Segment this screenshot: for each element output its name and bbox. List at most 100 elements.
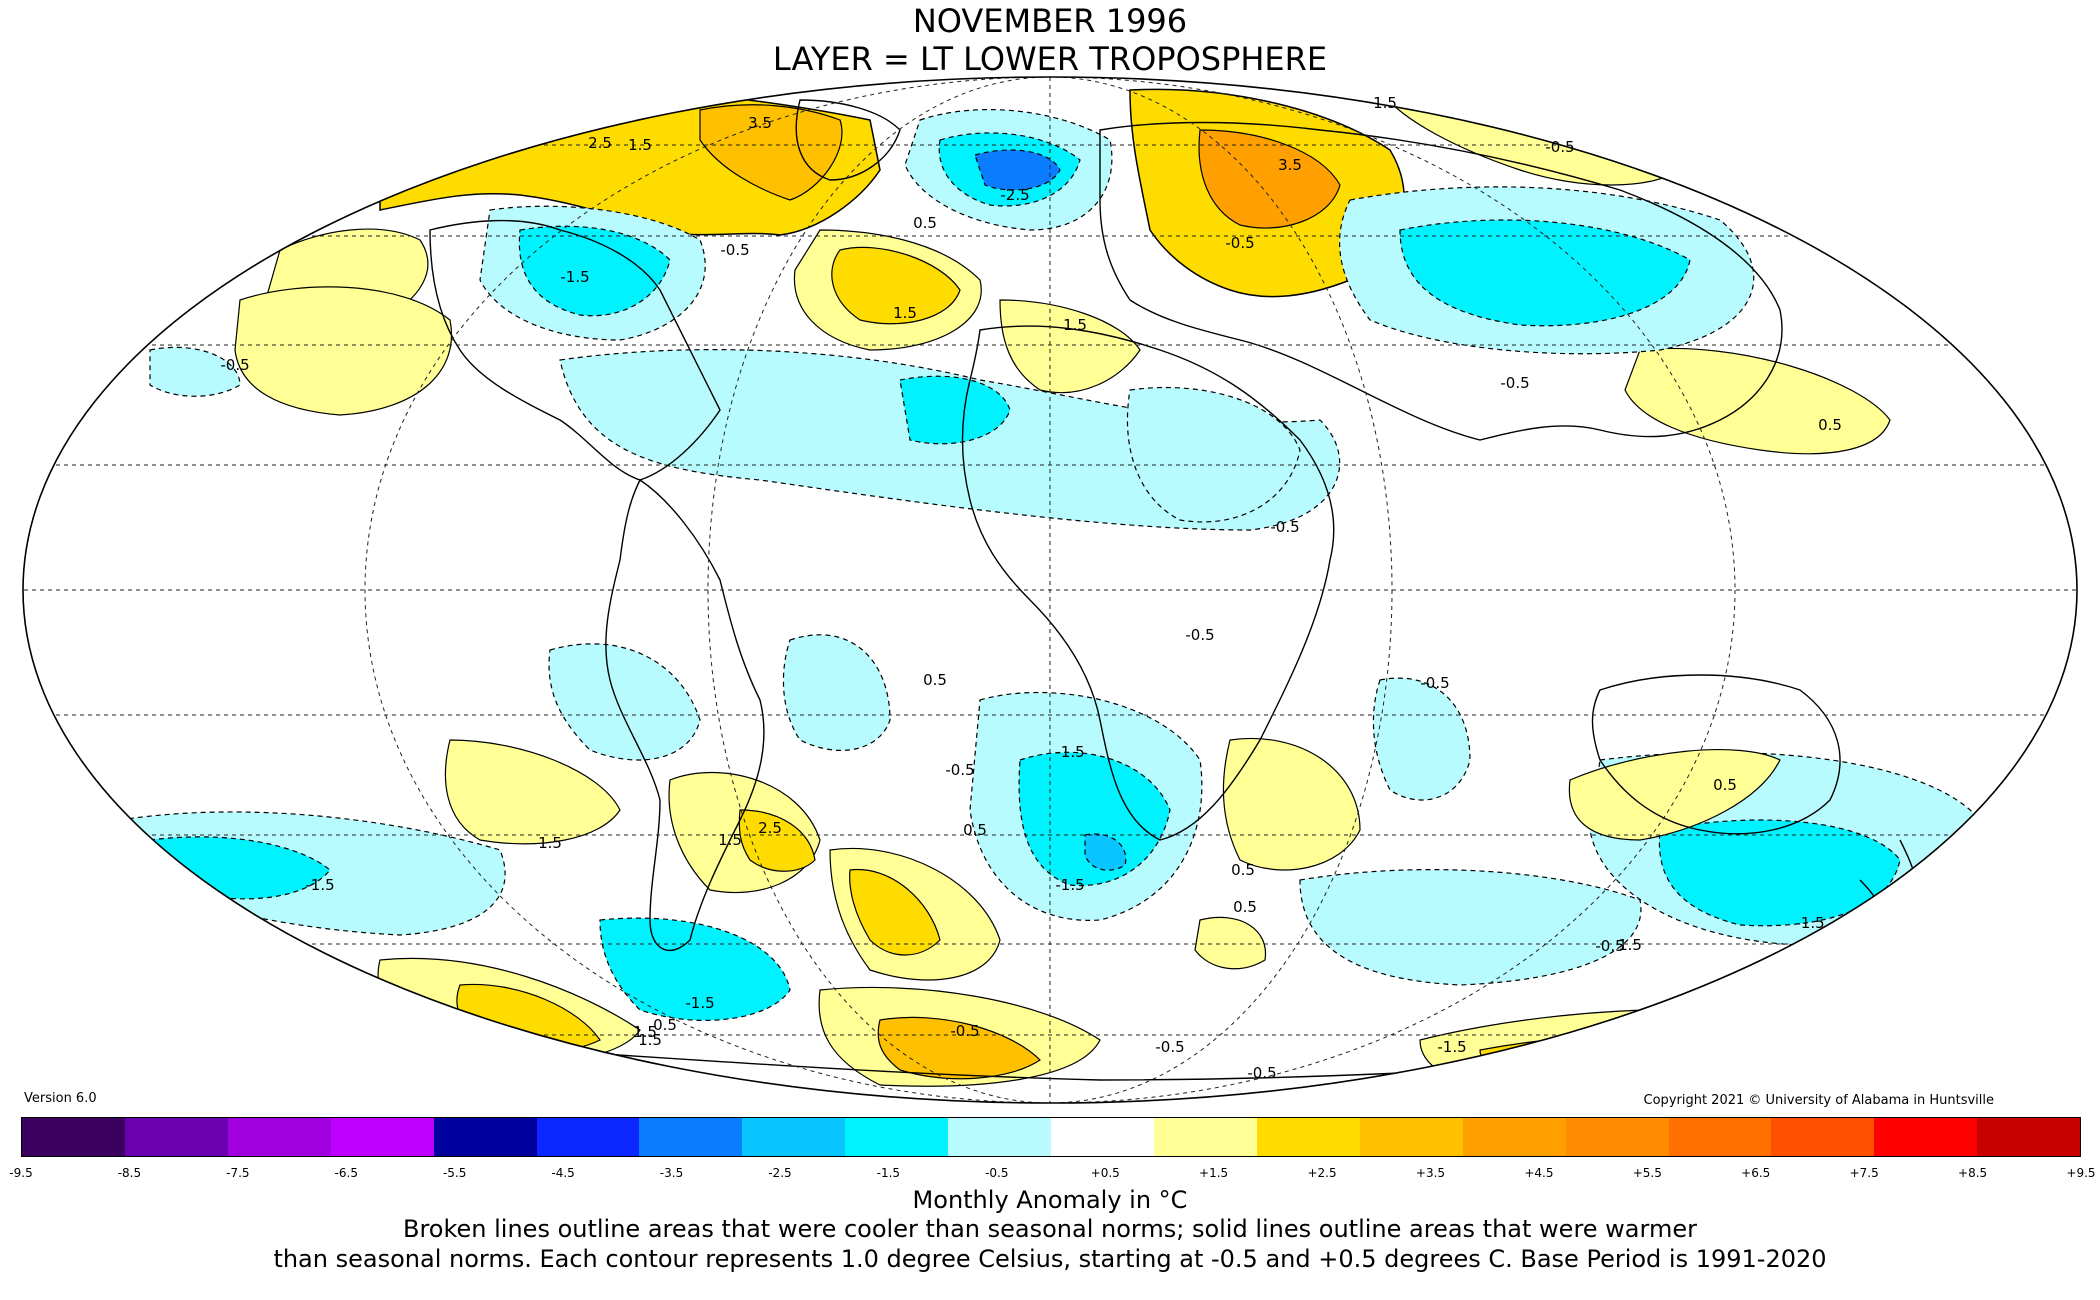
- contour-label: 3.5: [1278, 156, 1302, 174]
- contour-label: 0.5: [1713, 776, 1737, 794]
- cool-region-east-africa: [1126, 387, 1301, 523]
- contour-label: -0.5: [950, 1022, 979, 1040]
- color-legend-swatch: [1051, 1118, 1154, 1156]
- color-legend-tick: +4.5: [1524, 1166, 1554, 1180]
- contour-label: 0.5: [963, 821, 987, 839]
- color-legend-tick: +9.5: [2066, 1166, 2096, 1180]
- contour-label: -1.5: [685, 994, 714, 1012]
- color-legend-swatch: [1359, 1118, 1463, 1156]
- contour-label: 1.5: [633, 1023, 657, 1041]
- contour-label: 0.5: [653, 1016, 677, 1034]
- cool-region-north-africa: [899, 375, 1011, 445]
- contour-label: -0.5: [1595, 937, 1624, 955]
- color-legend-swatch: [948, 1118, 1052, 1156]
- color-legend-tick: -9.5: [9, 1166, 33, 1180]
- contour-label: 0.5: [923, 671, 947, 689]
- caption-line-2: than seasonal norms. Each contour repres…: [273, 1245, 1827, 1273]
- contour-label: -0.5: [1545, 138, 1574, 156]
- contour-label: -0.5: [1155, 1038, 1184, 1056]
- contour-label: -0.5: [220, 356, 249, 374]
- contour-label: 1.5: [1063, 316, 1087, 334]
- warm-region-south-indian-small: [1194, 916, 1267, 970]
- warm-region-east-pacific: [234, 286, 452, 416]
- cool-region-south-america: [548, 643, 701, 761]
- legend-units: Monthly Anomaly in °C: [912, 1186, 1188, 1214]
- contour-label: 2.5: [588, 134, 612, 152]
- cool-region-pacific-northwest: [149, 346, 241, 397]
- color-legend-swatch: [227, 1118, 331, 1156]
- color-legend-tick: +2.5: [1307, 1166, 1337, 1180]
- color-legend-tick: +3.5: [1415, 1166, 1446, 1180]
- color-legend-swatch: [1771, 1118, 1875, 1156]
- contour-label: 2.5: [758, 819, 782, 837]
- color-legend-tick: -8.5: [117, 1166, 142, 1180]
- color-legend-tick: +7.5: [1849, 1166, 1879, 1180]
- warm-region-madagascar: [1222, 737, 1361, 871]
- color-legend-swatch: [1668, 1118, 1772, 1156]
- contour-label: 1.5: [538, 834, 562, 852]
- contour-label: -1.5: [1795, 914, 1824, 932]
- contour-label: 0.5: [1231, 861, 1255, 879]
- color-legend-tick: -6.5: [334, 1166, 358, 1180]
- color-legend-tick: +1.5: [1199, 1166, 1229, 1180]
- map-title: NOVEMBER 1996: [912, 2, 1188, 40]
- warm-region-ural-core: [1198, 129, 1341, 229]
- cool-region-indian-ocean: [1372, 677, 1471, 801]
- warm-region-mediterranean: [999, 299, 1141, 394]
- cool-region-iceland-core: [974, 149, 1061, 191]
- copyright-label: Copyright 2021 © University of Alabama i…: [1643, 1093, 1994, 1108]
- contour-label: -0.5: [1225, 234, 1254, 252]
- color-legend-swatch: [124, 1118, 228, 1156]
- color-legend-swatch: [1462, 1118, 1566, 1156]
- contour-label: 1.5: [1618, 936, 1642, 954]
- contour-label: -1.5: [1055, 876, 1084, 894]
- contour-label: -1.5: [1055, 743, 1084, 761]
- color-legend-swatch: [22, 1118, 125, 1156]
- contour-label: -1.5: [560, 268, 589, 286]
- globe-outline: [22, 76, 2078, 1104]
- color-legend-tick: -0.5: [985, 1166, 1009, 1180]
- anomaly-map: 3.52.5 1.5-0.5-1.5-2.50.51.5-0.51.53.51.5…: [22, 76, 2078, 1104]
- color-legend-tick: -4.5: [551, 1166, 575, 1180]
- color-legend-tick: -2.5: [768, 1166, 792, 1180]
- contour-label: -2.5: [1000, 186, 1029, 204]
- contour-label: -0.5: [1420, 674, 1449, 692]
- color-legend-swatch: [536, 1118, 640, 1156]
- color-legend-swatch: [1256, 1118, 1360, 1156]
- color-legend-tick: -1.5: [876, 1166, 901, 1180]
- contour-label: 1.5: [893, 304, 917, 322]
- warm-region-east-asia: [1624, 347, 1891, 455]
- warm-region-australia-west: [1568, 749, 1781, 841]
- contour-label: 0.5: [1233, 898, 1257, 916]
- color-legend-tick: -3.5: [659, 1166, 684, 1180]
- color-legend-swatch: [742, 1118, 846, 1156]
- color-legend-swatch: [1874, 1118, 1978, 1156]
- map-subtitle: LAYER = LT LOWER TROPOSPHERE: [772, 40, 1328, 78]
- color-legend-swatch: [1565, 1118, 1669, 1156]
- color-legend-tick: +8.5: [1958, 1166, 1988, 1180]
- contour-label: -0.5: [1247, 1064, 1276, 1082]
- contour-label: -0.5: [945, 761, 974, 779]
- cool-region-southern-africa-core: [1018, 751, 1171, 887]
- color-legend-swatch: [1153, 1118, 1257, 1156]
- contour-label: -0.5: [720, 241, 749, 259]
- warm-region-south-atlantic-core: [849, 868, 941, 956]
- cool-region-south-indian: [1299, 869, 1642, 986]
- contour-label: -0.5: [1185, 626, 1214, 644]
- cool-region-central-asia-core: [1399, 219, 1691, 327]
- cool-region-canada-core: [518, 225, 671, 317]
- contour-label: -1.5: [305, 876, 334, 894]
- warm-region-greenland: [699, 104, 843, 201]
- contour-label: 1.5: [1373, 94, 1397, 112]
- cool-region-south-atlantic: [782, 634, 891, 751]
- color-legend-tick: +5.5: [1632, 1166, 1662, 1180]
- contour-label: 1.5: [638, 1031, 662, 1049]
- contour-label: 0.5: [1818, 416, 1842, 434]
- warm-region-south-pacific-east: [444, 739, 621, 845]
- caption-line-1: Broken lines outline areas that were coo…: [403, 1215, 1697, 1243]
- cool-region-southern-africa-deep: [1084, 833, 1127, 871]
- color-legend-swatch: [330, 1118, 434, 1156]
- color-legend-tick: -5.5: [442, 1166, 467, 1180]
- contour-label: 3.5: [748, 114, 772, 132]
- warm-region-north-atlantic-core: [831, 246, 961, 325]
